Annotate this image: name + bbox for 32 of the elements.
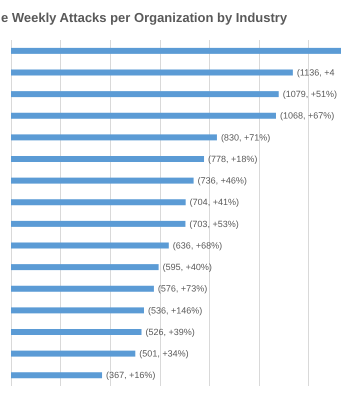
data-label: (736, +46%) xyxy=(198,176,247,186)
bar xyxy=(11,350,136,357)
data-label: (636, +68%) xyxy=(172,240,222,250)
bar xyxy=(11,264,159,270)
bar xyxy=(11,242,169,248)
bar xyxy=(11,156,204,162)
data-label: (367, +16%) xyxy=(106,370,156,380)
bar xyxy=(11,220,186,227)
bar xyxy=(11,134,217,140)
bar xyxy=(11,328,142,335)
data-label: (830, +71%) xyxy=(220,132,270,142)
bar xyxy=(11,91,279,98)
bar xyxy=(11,286,154,292)
bar xyxy=(11,199,186,206)
data-label: (595, +40%) xyxy=(162,262,212,272)
bar xyxy=(11,48,341,54)
data-label: (703, +53%) xyxy=(189,218,239,229)
data-label: (704, +41%) xyxy=(190,197,239,208)
bar xyxy=(11,372,102,378)
data-label: (536, +146%) xyxy=(148,305,202,316)
chart-title: e Weekly Attacks per Organization by Industry xyxy=(1,10,288,25)
data-label: (1068, +67%) xyxy=(280,110,334,121)
data-label: (576, +73%) xyxy=(158,284,208,294)
data-label: (526, +39%) xyxy=(146,326,195,337)
bar xyxy=(11,178,194,184)
bar xyxy=(11,112,276,119)
data-label: (501, +34%) xyxy=(139,348,189,359)
data-label: (1079, +51%) xyxy=(282,89,338,100)
data-label: (1136, +4 xyxy=(296,67,334,78)
bar xyxy=(11,307,144,314)
bar xyxy=(11,69,293,76)
data-label: (778, +18%) xyxy=(208,154,258,164)
